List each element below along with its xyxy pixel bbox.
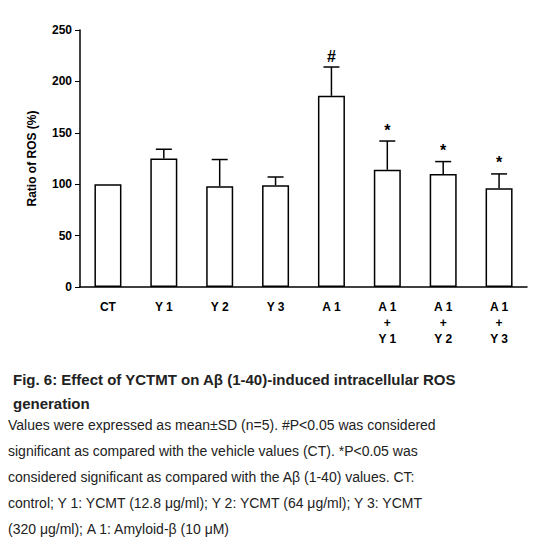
svg-text:A 1: A 1 — [434, 300, 453, 314]
svg-text:CT: CT — [100, 300, 117, 314]
svg-text:+: + — [440, 316, 447, 330]
svg-text:Y 1: Y 1 — [378, 332, 396, 346]
svg-text:#: # — [327, 48, 336, 65]
svg-text:(320 μg/ml); A 1: Amyloid-β (1: (320 μg/ml); A 1: Amyloid-β (10 μM) — [8, 521, 229, 537]
svg-text:250: 250 — [52, 23, 72, 37]
svg-text:Values were expressed as mean±: Values were expressed as mean±SD (n=5). … — [8, 417, 440, 433]
svg-text:*: * — [440, 142, 447, 159]
svg-text:200: 200 — [52, 74, 72, 88]
svg-text:control; Y 1: YCMT (12.8 μg/ml: control; Y 1: YCMT (12.8 μg/ml); Y 2: YC… — [8, 495, 426, 511]
svg-text:A 1: A 1 — [378, 300, 397, 314]
svg-text:100: 100 — [52, 177, 72, 191]
svg-text:Fig. 6: Effect of YCTMT on Aβ: Fig. 6: Effect of YCTMT on Aβ (1-40)-ind… — [13, 371, 460, 388]
svg-text:Ratio of ROS (%): Ratio of ROS (%) — [25, 111, 39, 207]
svg-text:Y 1: Y 1 — [155, 300, 173, 314]
svg-text:Y 3: Y 3 — [490, 332, 508, 346]
svg-text:Y 2: Y 2 — [434, 332, 452, 346]
svg-text:considered significant as comp: considered significant as compared with … — [8, 469, 418, 485]
svg-text:0: 0 — [65, 280, 72, 294]
svg-text:Y 2: Y 2 — [211, 300, 229, 314]
svg-text:+: + — [496, 316, 503, 330]
svg-text:A 1: A 1 — [322, 300, 341, 314]
svg-text:*: * — [384, 122, 391, 139]
svg-text:50: 50 — [59, 229, 73, 243]
svg-text:A 1: A 1 — [490, 300, 509, 314]
svg-text:Y 3: Y 3 — [267, 300, 285, 314]
svg-text:+: + — [384, 316, 391, 330]
svg-text:generation: generation — [13, 395, 90, 412]
svg-text:*: * — [496, 154, 503, 171]
svg-text:significant as compared with t: significant as compared with the vehicle… — [8, 443, 422, 459]
svg-text:150: 150 — [52, 126, 72, 140]
